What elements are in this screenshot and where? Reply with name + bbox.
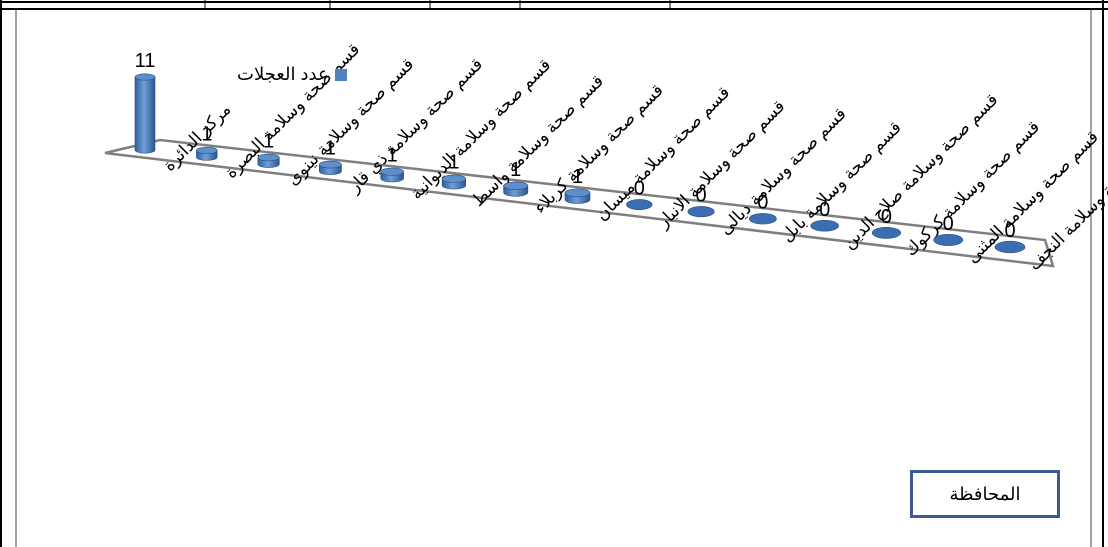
data-label: 1	[201, 123, 212, 145]
data-label: 0	[881, 206, 892, 228]
bar-cylinder-top	[381, 168, 404, 175]
x-axis-title: المحافظة	[910, 470, 1060, 518]
data-label: 1	[387, 145, 398, 167]
bar-cylinder-top	[504, 182, 528, 190]
data-label: 0	[757, 192, 768, 214]
bar-cylinder-top	[196, 147, 217, 154]
data-label: 1	[325, 138, 336, 160]
bar-cylinder	[135, 77, 155, 153]
data-label: 0	[634, 178, 645, 200]
data-label: 1	[263, 131, 274, 153]
bar-cylinder-top	[565, 189, 590, 197]
data-label: 0	[696, 185, 707, 207]
legend-swatch	[335, 69, 347, 81]
x-axis-title-text: المحافظة	[950, 484, 1021, 505]
bar-base	[934, 234, 963, 245]
data-label: 0	[819, 199, 830, 221]
data-label: 0	[943, 213, 954, 235]
bar-base	[995, 241, 1025, 253]
bar-cylinder-top	[442, 175, 466, 183]
data-label: 11	[135, 50, 156, 72]
data-label: 1	[510, 159, 521, 181]
data-label: 1	[448, 152, 459, 174]
bar-base	[872, 227, 901, 238]
chart-legend: عدد العجلات	[237, 64, 347, 85]
bar-cylinder-top	[258, 154, 279, 161]
data-label: 0	[1004, 220, 1015, 242]
legend-label: عدد العجلات	[237, 64, 329, 85]
bar-cylinder-top	[319, 161, 341, 168]
bar-cylinder-top	[135, 74, 155, 80]
bar-base	[688, 206, 714, 216]
bar-base	[749, 213, 776, 224]
bar-base	[626, 199, 652, 209]
data-label: 1	[572, 166, 583, 188]
bar-base	[811, 220, 839, 231]
